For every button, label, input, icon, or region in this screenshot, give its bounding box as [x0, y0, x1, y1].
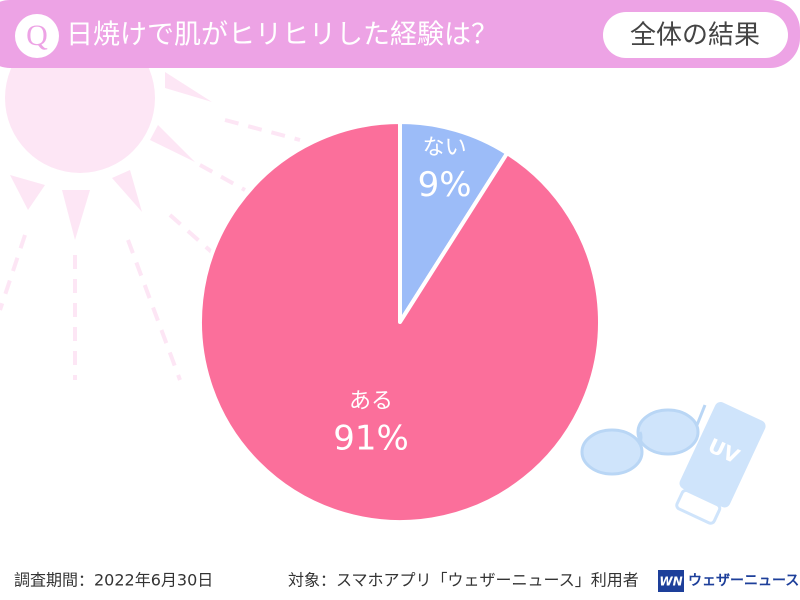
lens: [580, 428, 644, 476]
sun-beams: [0, 118, 301, 381]
slice-value-label: 9%: [418, 165, 472, 205]
sun-ray: [10, 175, 45, 210]
sun-ray: [112, 170, 142, 212]
sun-beam: [0, 234, 27, 311]
sun-beam: [168, 213, 217, 257]
logo-mark: WN: [659, 575, 682, 589]
badge-text: 全体の結果: [630, 21, 760, 51]
footer-period: 調査期間：2022年6月30日: [14, 571, 213, 590]
logo-text: ウェザーニュース: [688, 573, 799, 589]
bottle-cap: [675, 488, 722, 525]
logo-box: [658, 570, 684, 592]
bottle-body: [679, 402, 766, 508]
sun-beam: [199, 163, 246, 192]
q-mark: Q: [26, 19, 48, 52]
header-bar: [0, 0, 800, 68]
pie-slice: [198, 120, 602, 524]
sun-ray: [165, 72, 212, 102]
sun-ray: [62, 190, 90, 240]
footer-target: 対象：スマホアプリ「ウェザーニュース」利用者: [288, 571, 639, 590]
sun-beam: [224, 118, 301, 142]
sun-beam: [126, 239, 182, 381]
lens: [636, 408, 700, 456]
uv-bottle: UV: [675, 402, 766, 525]
bridge: [638, 431, 643, 445]
title: 日焼けで肌がヒリヒリした経験は？: [66, 20, 498, 51]
pie-slice: [398, 120, 510, 324]
q-circle: [15, 14, 59, 58]
slice-category: ある: [349, 389, 393, 414]
pie-chart: ない 9% ある 91%: [198, 120, 602, 524]
slice-category: ない: [423, 135, 467, 160]
sun-ray: [150, 125, 195, 162]
temple: [695, 404, 707, 426]
badge: [603, 12, 788, 58]
slice-value-label: 91%: [333, 418, 409, 458]
sunglasses: [580, 404, 707, 476]
